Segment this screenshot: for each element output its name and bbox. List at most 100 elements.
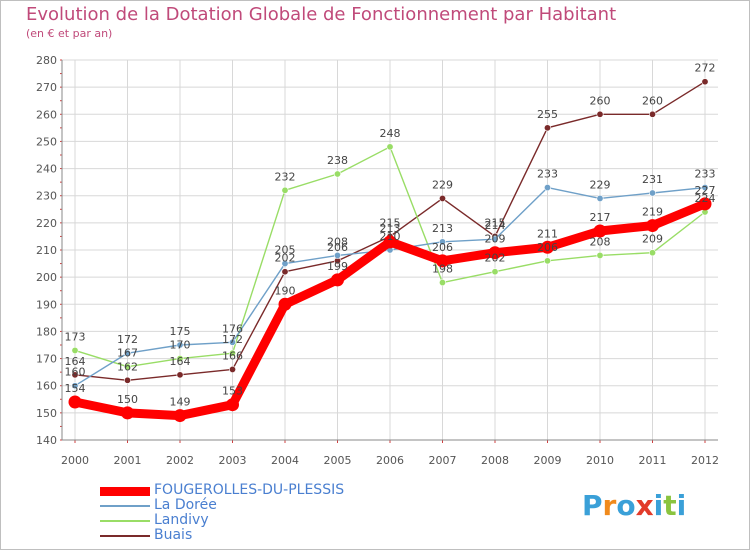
data-point [701,184,709,192]
data-point [176,371,184,379]
data-point [281,268,289,276]
x-tick-label: 2007 [429,454,457,467]
data-label: 238 [327,154,348,167]
legend-label: Buais [154,527,193,543]
data-point [543,184,551,192]
chart-title: Evolution de la Dotation Globale de Fonc… [26,4,617,25]
data-label: 214 [485,219,506,232]
data-label: 202 [485,252,506,265]
data-point [438,279,446,287]
data-label: 167 [117,347,138,360]
data-point [71,371,79,379]
data-point [543,124,551,132]
data-point [541,240,554,254]
logo-letter: P [582,489,603,522]
data-label: 199 [327,260,348,273]
data-point [596,251,604,259]
data-point [648,110,656,118]
data-label: 231 [642,173,663,186]
chart-subtitle: (en € et par an) [26,27,113,40]
proxiti-logo: Proxiti [582,489,686,522]
data-label: 206 [327,241,348,254]
data-label: 233 [695,168,716,181]
y-tick-label: 230 [36,190,57,203]
legend-label: FOUGEROLLES-DU-PLESSIS [154,482,345,498]
data-label: 232 [275,170,296,183]
x-tick-label: 2003 [219,454,247,467]
data-label: 160 [65,366,86,379]
data-point [648,249,656,257]
logo-letter: x [635,489,654,522]
data-label: 153 [222,385,243,398]
x-tick-label: 2010 [586,454,614,467]
data-label: 154 [65,382,86,395]
data-point [71,346,79,354]
data-label: 233 [537,168,558,181]
y-tick-label: 250 [36,135,57,148]
logo-letter: o [616,489,636,522]
data-label: 219 [642,206,663,219]
data-point [124,349,132,357]
data-label: 227 [695,184,716,197]
data-label: 202 [275,252,296,265]
y-tick-label: 280 [36,54,57,67]
data-point [121,406,134,420]
data-label: 149 [170,396,191,409]
data-label: 255 [537,108,558,121]
data-label: 208 [590,235,611,248]
data-point [698,197,712,211]
data-point [124,363,132,371]
data-point [543,257,551,265]
data-point [176,355,184,363]
y-tick-label: 200 [36,271,57,284]
x-tick-label: 2004 [271,454,299,467]
data-label: 176 [222,322,243,335]
data-point [436,254,449,268]
y-tick-label: 240 [36,163,57,176]
data-point [173,409,187,423]
data-label: 175 [170,325,191,338]
data-label: 172 [222,333,243,346]
data-label: 213 [380,222,401,235]
y-tick-label: 160 [36,380,57,393]
data-point [176,341,184,349]
legend-swatch [100,535,150,537]
legend-label: Landivy [154,512,209,528]
data-point [701,78,709,86]
data-label: 166 [222,349,243,362]
data-point [68,395,82,409]
data-point [593,224,607,238]
data-point [333,251,341,259]
data-label: 208 [327,235,348,248]
x-tick-label: 2006 [376,454,404,467]
data-point [124,376,132,384]
line-chart: 140 150 160 170 180 190 200 210 220 230 240 250 260 2… [36,54,719,467]
data-point [229,338,237,346]
y-tick-label: 210 [36,244,57,257]
data-point [229,365,237,373]
data-point [491,268,499,276]
y-tick-label: 170 [36,353,57,366]
y-tick-label: 150 [36,407,57,420]
data-label: 229 [432,178,453,191]
data-label: 217 [590,211,611,224]
data-label: 206 [432,241,453,254]
x-tick-label: 2012 [691,454,719,467]
y-tick-label: 190 [36,298,57,311]
data-point [226,398,239,412]
data-label: 170 [170,339,191,352]
data-label: 210 [380,230,401,243]
data-point [648,189,656,197]
data-label: 224 [695,192,716,205]
data-point [278,297,292,311]
data-point [331,273,344,287]
y-tick-label: 140 [36,434,57,447]
data-label: 190 [275,284,296,297]
data-label: 150 [117,393,138,406]
data-label: 215 [485,216,506,229]
data-point [438,194,446,202]
data-label: 209 [485,233,506,246]
x-tick-label: 2000 [61,454,89,467]
data-label: 206 [537,241,558,254]
data-point [229,349,237,357]
